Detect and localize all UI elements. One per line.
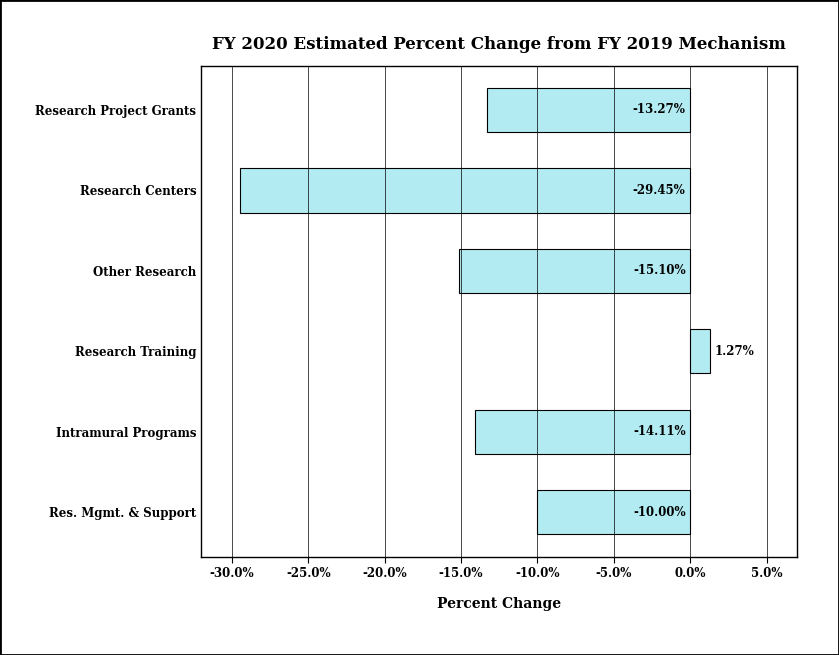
Bar <box>460 249 690 293</box>
Text: -14.11%: -14.11% <box>633 425 685 438</box>
Title: FY 2020 Estimated Percent Change from FY 2019 Mechanism: FY 2020 Estimated Percent Change from FY… <box>212 36 786 53</box>
Text: -10.00%: -10.00% <box>633 506 685 519</box>
Text: -29.45%: -29.45% <box>633 184 685 197</box>
Bar <box>538 490 690 534</box>
X-axis label: Percent Change: Percent Change <box>437 597 561 611</box>
Bar <box>475 409 690 454</box>
Bar <box>487 88 690 132</box>
Text: -15.10%: -15.10% <box>633 265 685 277</box>
Text: -13.27%: -13.27% <box>633 103 685 117</box>
Text: 1.27%: 1.27% <box>714 345 754 358</box>
Bar <box>240 168 690 213</box>
Bar <box>690 329 710 373</box>
